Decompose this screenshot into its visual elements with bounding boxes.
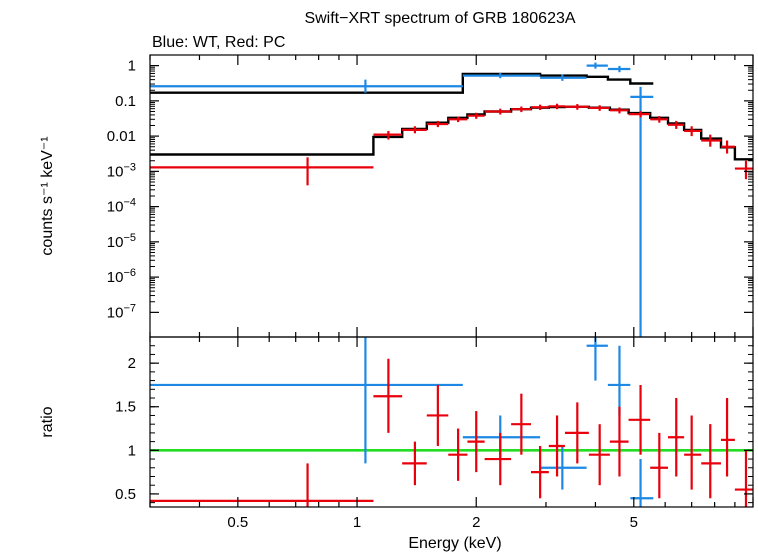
top-y-tick-label: 1 (128, 58, 136, 75)
top-y-axis-label: counts s⁻¹ keV⁻¹ (39, 136, 56, 255)
top-pc-point (609, 107, 629, 114)
top-y-tick-label: 10−5 (107, 232, 136, 251)
top-pc-point (548, 103, 565, 110)
x-tick-label: 1 (353, 514, 361, 531)
top-wt-point (586, 62, 608, 69)
bottom-pc-point (402, 441, 427, 486)
chart-subtitle: Blue: WT, Red: PC (152, 34, 285, 51)
bottom-wt-point (540, 445, 587, 490)
x-axis-label: Energy (keV) (408, 535, 501, 552)
bottom-wt-point (462, 415, 541, 460)
x-tick-label: 5 (630, 514, 638, 531)
bottom-y-tick-label: 0.5 (115, 486, 136, 503)
top-panel: 1 0.1 0.01 10−3 10−4 10−5 10−6 10−7 counts s⁻¹ … (39, 54, 754, 338)
bottom-pc-point (530, 445, 549, 499)
top-pc-point (448, 116, 468, 123)
bottom-pc-point (734, 450, 753, 507)
top-pc-point (426, 120, 449, 128)
bottom-pc-point (484, 432, 512, 486)
bottom-y-axis-label: ratio (39, 406, 56, 437)
top-pc-point (373, 130, 403, 140)
top-wt-point (630, 86, 654, 337)
bottom-pc-point (701, 424, 721, 499)
top-y-tick-label: 10−3 (107, 161, 136, 180)
top-pc-point (467, 112, 485, 119)
top-wt-point (462, 72, 541, 79)
x-tick-label: 0.5 (227, 514, 248, 531)
top-pc-point (720, 140, 735, 154)
top-pc-point (734, 160, 753, 180)
bottom-wt-point (607, 345, 631, 416)
top-pc-point (650, 116, 668, 123)
bottom-pc-point (448, 428, 468, 481)
bottom-pc-point (564, 402, 589, 464)
top-pc-point (588, 105, 610, 111)
bottom-pc-point (150, 463, 374, 507)
bottom-wt-point (150, 337, 463, 464)
bottom-pc-point (426, 384, 449, 446)
top-y-tick-label: 0.01 (107, 128, 136, 145)
bottom-pc-point (511, 393, 531, 455)
top-pc-point (564, 104, 589, 110)
top-y-tick-label: 10−7 (107, 302, 136, 321)
top-pc-point (150, 157, 374, 186)
bottom-pc-point (650, 432, 668, 499)
top-wt-point (540, 74, 587, 81)
x-axis: 0.5 1 2 5 (149, 55, 754, 531)
top-y-tick-label: 10−6 (107, 267, 136, 286)
top-wt-point (607, 65, 631, 73)
top-pc-point (511, 106, 531, 113)
bottom-pc-point (628, 384, 651, 455)
bottom-pc-point (684, 415, 702, 490)
bottom-pc-point (548, 415, 565, 477)
top-pc-point (402, 126, 427, 134)
chart-title: Swift−XRT spectrum of GRB 180623A (304, 10, 575, 27)
bottom-pc-point (588, 424, 610, 486)
top-y-tick-label: 0.1 (115, 93, 136, 110)
bottom-pc-point (467, 411, 485, 473)
top-pc-point (530, 104, 549, 111)
wt-model-line (150, 72, 654, 94)
top-pc-point (484, 108, 512, 115)
bottom-y-tick-label: 2 (128, 355, 136, 372)
top-pc-point (701, 134, 721, 147)
top-pc-point (628, 111, 651, 118)
top-y-tick-label: 10−4 (107, 197, 136, 216)
pc-model-line (150, 105, 753, 161)
top-wt-point (150, 79, 463, 93)
bottom-pc-point (373, 358, 403, 433)
top-pc-point (667, 120, 685, 129)
bottom-y-tick-label: 1 (128, 442, 136, 459)
bottom-pc-point (609, 406, 629, 477)
top-pc-point (684, 126, 702, 137)
bottom-y-tick-label: 1.5 (115, 399, 136, 416)
bottom-panel-frame (149, 336, 754, 508)
bottom-wt-point (586, 337, 608, 381)
bottom-pc-point (667, 398, 685, 477)
bottom-panel: 0.5 1 1.5 2 ratio (39, 336, 754, 508)
top-panel-frame (149, 54, 754, 338)
bottom-pc-point (720, 398, 735, 477)
x-tick-label: 2 (472, 514, 480, 531)
